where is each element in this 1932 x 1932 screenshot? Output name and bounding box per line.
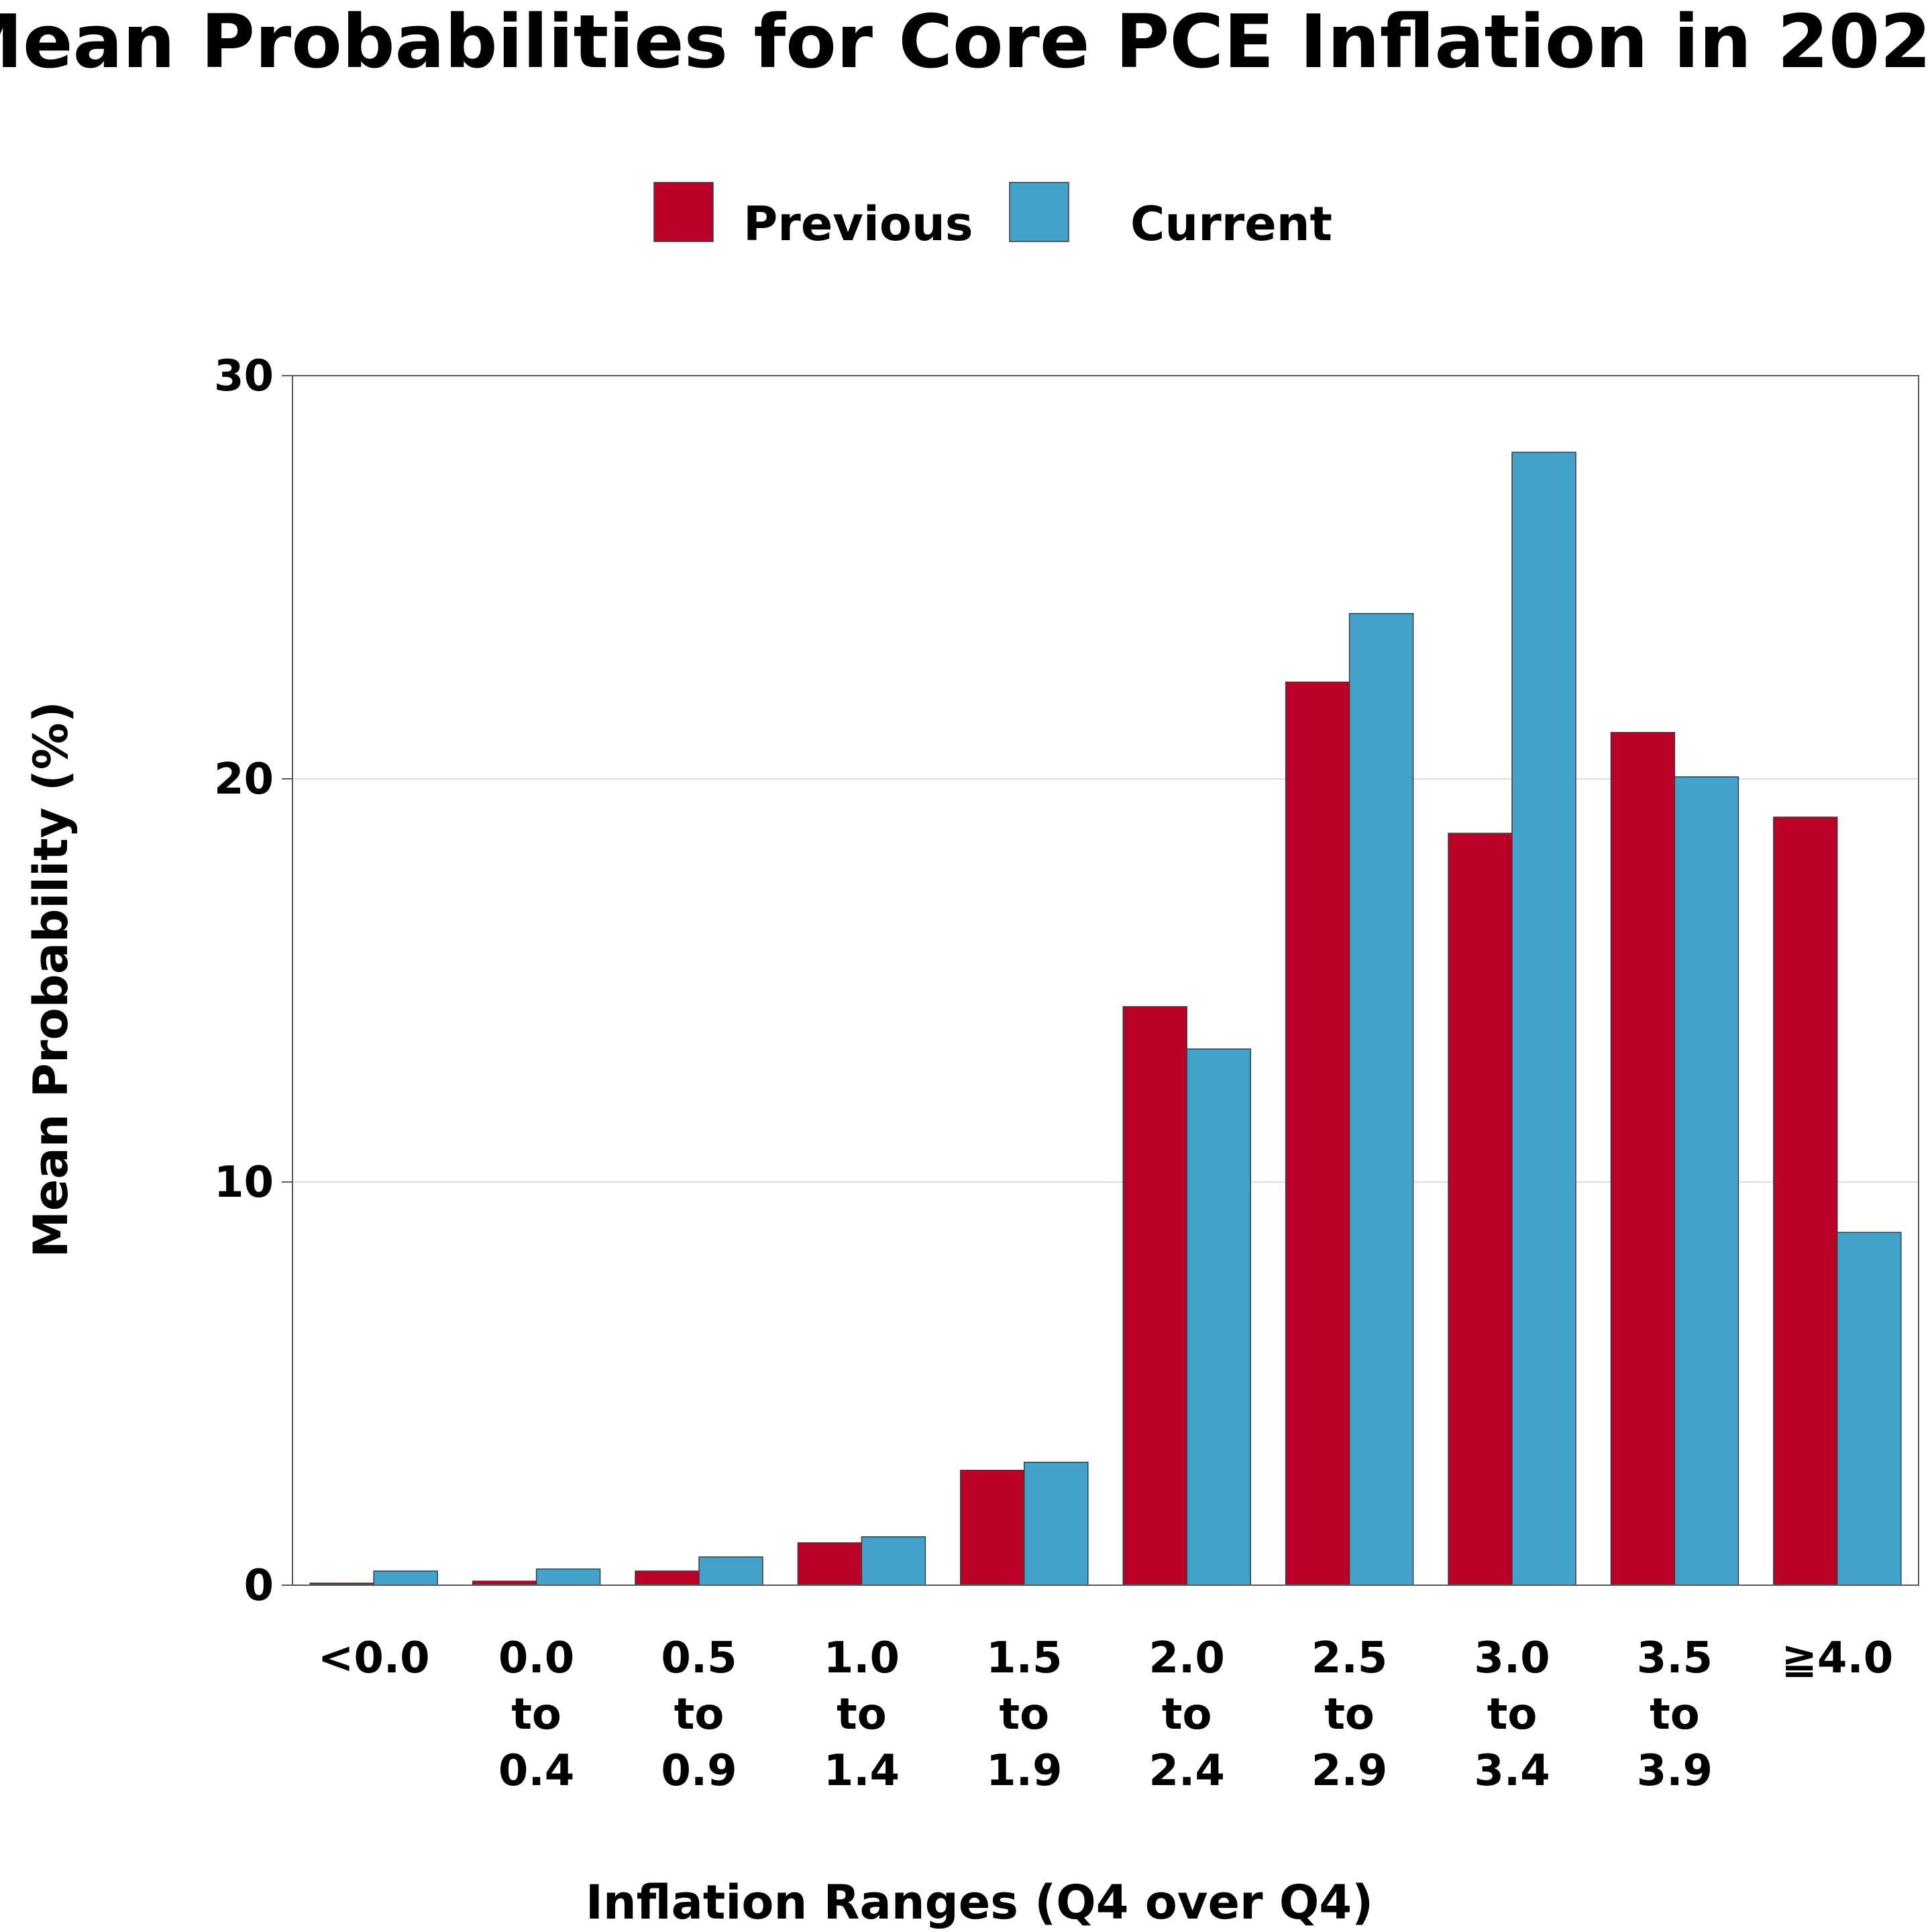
x-tick-label: 0.0 to 0.4 [498, 1633, 574, 1796]
x-tick-label: 1.5 to 1.9 [986, 1633, 1062, 1796]
bar-previous-6 [1285, 682, 1350, 1586]
x-tick-label: 3.0 to 3.4 [1474, 1633, 1550, 1796]
bar-current-5 [1186, 1048, 1251, 1586]
y-axis-label: Mean Probability (%) [23, 701, 78, 1258]
x-tick-label: 2.5 to 2.9 [1311, 1633, 1387, 1796]
chart-title: Mean Probabilities for Core PCE Inflatio… [0, 0, 1932, 85]
legend-swatch-current [1009, 182, 1069, 242]
bar-current-8 [1674, 776, 1739, 1586]
bar-current-9 [1837, 1232, 1902, 1586]
x-tick-label: 1.0 to 1.4 [824, 1633, 900, 1796]
bar-previous-9 [1773, 816, 1838, 1586]
y-tick-label: 10 [214, 1158, 274, 1208]
x-tick-label: 0.5 to 0.9 [661, 1633, 737, 1796]
y-tick-label: 20 [214, 755, 274, 804]
bar-current-4 [1024, 1461, 1089, 1586]
bar-current-3 [861, 1536, 926, 1586]
y-tick-label: 0 [244, 1561, 274, 1611]
bar-current-7 [1511, 451, 1576, 1586]
bar-previous-3 [797, 1542, 863, 1586]
bar-current-1 [535, 1568, 601, 1586]
plot-frame [292, 375, 1919, 1586]
bars [309, 451, 1902, 1586]
legend: Previous Current [653, 182, 1332, 252]
legend-swatch-previous [653, 182, 714, 242]
x-tick-label: 2.0 to 2.4 [1149, 1633, 1225, 1796]
x-tick-label: ≧4.0 [1781, 1633, 1893, 1683]
bar-current-0 [373, 1570, 438, 1586]
y-tick-label: 30 [214, 352, 274, 401]
x-axis-label: Inflation Ranges (Q4 over Q4) [586, 1875, 1373, 1930]
bar-previous-8 [1610, 732, 1676, 1586]
bar-previous-5 [1122, 1006, 1187, 1586]
bar-current-6 [1348, 612, 1414, 1586]
x-tick-label: <0.0 [318, 1633, 430, 1683]
legend-label-previous: Previous [743, 197, 973, 252]
bar-current-2 [698, 1556, 763, 1586]
y-axis-ticks: 0 10 20 30 [214, 352, 292, 1611]
legend-label-current: Current [1130, 197, 1332, 252]
x-tick-label: 3.5 to 3.9 [1637, 1633, 1713, 1796]
bar-previous-7 [1448, 833, 1513, 1586]
bar-previous-4 [960, 1469, 1025, 1586]
bar-previous-2 [635, 1570, 700, 1586]
x-axis-ticks: <0.0 0.0 to 0.4 0.5 to 0.9 1.0 to 1.4 1.5 to 1.9 2.0 t… [318, 1633, 1894, 1796]
